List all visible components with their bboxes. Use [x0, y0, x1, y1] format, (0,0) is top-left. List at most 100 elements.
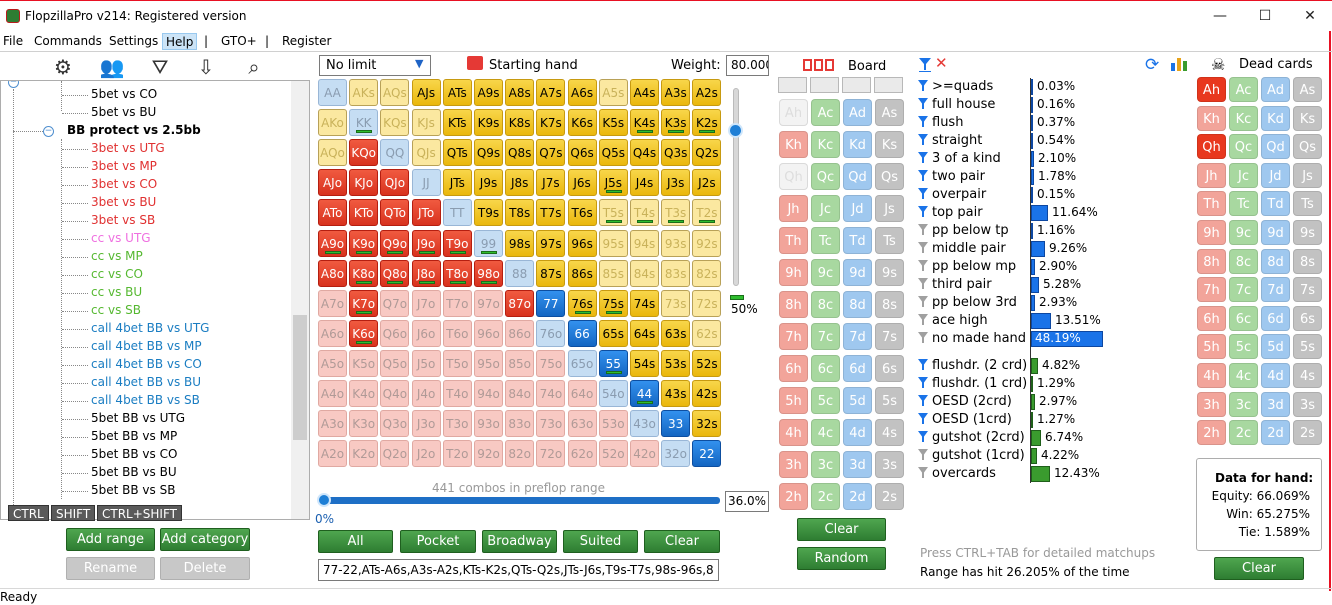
board-card[interactable]: 6s [875, 355, 904, 382]
range-pct-slider[interactable] [318, 497, 720, 504]
filter-icon[interactable] [918, 242, 928, 253]
dead-card[interactable]: 8d [1261, 248, 1290, 274]
hand-cell[interactable]: A4o [318, 380, 347, 407]
board-card[interactable]: Kc [811, 131, 840, 158]
board-card[interactable]: 4c [811, 419, 840, 446]
hand-cell[interactable]: KTo [349, 199, 379, 227]
dead-card[interactable]: Jh [1197, 162, 1226, 188]
filter-icon[interactable] [918, 467, 928, 478]
hand-cell[interactable]: A4s [630, 79, 659, 106]
hand-cell[interactable]: J9o [411, 229, 441, 257]
hand-cell[interactable]: 74o [536, 380, 566, 407]
hand-cell[interactable]: K6s [567, 109, 597, 137]
filter-icon[interactable] [918, 80, 928, 91]
board-card[interactable]: 5c [811, 387, 840, 414]
hand-cell[interactable]: K6o [349, 319, 379, 347]
hand-cell[interactable]: QTo [380, 199, 410, 227]
hand-cell[interactable]: 63o [567, 410, 597, 438]
tree-scrollbar[interactable] [291, 81, 309, 519]
tree-item[interactable]: cc vs SB [91, 303, 142, 317]
hand-cell[interactable]: 95s [598, 229, 628, 257]
hand-cell[interactable]: JJ [411, 169, 441, 197]
close-button[interactable]: ✕ [1304, 8, 1316, 24]
hand-cell[interactable]: J5s [598, 169, 628, 197]
board-card[interactable]: 2d [843, 483, 872, 510]
hand-cell[interactable]: K5s [598, 109, 628, 137]
dead-clear-button[interactable]: Clear [1214, 557, 1304, 580]
board-card[interactable]: 6d [843, 355, 872, 382]
board-card[interactable]: 3c [811, 451, 840, 478]
hand-cell[interactable]: JTs [442, 169, 472, 197]
hand-cell[interactable]: Q4s [630, 139, 659, 167]
dead-card[interactable]: 5h [1197, 334, 1226, 360]
hand-cell[interactable]: Q5s [598, 139, 628, 167]
dead-card[interactable]: 9c [1229, 220, 1258, 245]
dead-card[interactable]: Tc [1229, 191, 1258, 217]
hand-cell[interactable]: Q6s [567, 139, 597, 167]
hand-cell[interactable]: J5o [411, 349, 441, 377]
filter-icon[interactable] [918, 449, 928, 460]
all-button[interactable]: All [318, 530, 393, 553]
hand-cell[interactable]: 73o [536, 410, 566, 438]
dead-card[interactable]: Qh [1197, 134, 1226, 160]
board-card[interactable]: Th [779, 227, 808, 254]
filter-icon[interactable] [918, 314, 928, 325]
hand-cell[interactable]: AJs [411, 79, 441, 106]
hand-cell[interactable]: J9s [474, 169, 503, 197]
hand-cell[interactable]: K2s [692, 109, 722, 137]
hand-cell[interactable]: JTo [411, 199, 441, 227]
suited-button[interactable]: Suited [563, 530, 638, 553]
board-card[interactable]: 8d [843, 291, 872, 318]
range-text-input[interactable]: 77-22,ATs-A6s,A3s-A2s,KTs-K2s,QTs-Q2s,JT… [318, 559, 719, 581]
hand-cell[interactable]: J3o [411, 410, 441, 438]
stat-row[interactable]: flush [918, 114, 963, 131]
stat-row[interactable]: OESD (1crd) [918, 411, 1012, 428]
hand-cell[interactable]: TT [442, 199, 472, 227]
hand-cell[interactable]: 43s [661, 380, 691, 407]
tree-item[interactable]: 5bet vs BU [91, 105, 157, 119]
stat-row[interactable]: two pair [918, 168, 985, 185]
board-card[interactable]: 7h [779, 323, 808, 350]
hand-cell[interactable]: AQo [318, 139, 347, 167]
hand-cell[interactable]: 96s [567, 229, 597, 257]
board-card[interactable]: 3d [843, 451, 872, 478]
hand-cell[interactable]: 65s [598, 319, 628, 347]
hand-cell[interactable]: 55 [598, 349, 628, 377]
stat-row[interactable]: pp below 3rd [918, 294, 1017, 311]
board-card[interactable]: 7s [875, 323, 904, 350]
bar-chart-icon[interactable] [1170, 56, 1188, 71]
hand-cell[interactable]: J3s [661, 169, 691, 197]
dead-card[interactable]: As [1293, 77, 1322, 102]
hand-cell[interactable]: 85s [598, 259, 628, 287]
hand-cell[interactable]: K9o [349, 229, 379, 257]
dead-card[interactable]: Kc [1229, 105, 1258, 131]
board-card[interactable]: 5d [843, 387, 872, 414]
dead-card[interactable]: Ac [1229, 77, 1258, 102]
hand-cell[interactable]: 77 [536, 289, 566, 317]
stat-row[interactable]: third pair [918, 276, 992, 293]
board-card[interactable]: Jd [843, 195, 872, 222]
hand-cell[interactable]: Q3s [661, 139, 691, 167]
board-card[interactable]: 5h [779, 387, 808, 414]
hand-cell[interactable]: 94o [474, 380, 503, 407]
hand-cell[interactable]: T4o [442, 380, 472, 407]
hand-cell[interactable]: 88 [505, 259, 535, 287]
stat-row[interactable]: ace high [918, 312, 988, 329]
dropdown-arrow-icon[interactable]: ▼ [415, 57, 424, 70]
tree-item[interactable]: call 4bet BB vs MP [91, 339, 202, 353]
stat-row[interactable]: overpair [918, 186, 986, 203]
board-card[interactable]: 8c [811, 291, 840, 318]
menu-settings[interactable]: Settings [109, 34, 159, 48]
hand-cell[interactable]: 83o [505, 410, 535, 438]
tree-item[interactable]: cc vs MP [91, 249, 143, 263]
hand-cell[interactable]: Q9o [380, 229, 410, 257]
import-icon[interactable]: ⇩ [197, 55, 215, 79]
filter-icon[interactable] [918, 395, 928, 406]
hand-cell[interactable]: 76s [567, 289, 597, 317]
hand-cell[interactable]: 82s [692, 259, 722, 287]
board-card[interactable]: Js [875, 195, 904, 222]
filter-icon[interactable] [918, 296, 928, 307]
dead-card[interactable]: 6h [1197, 305, 1226, 331]
hand-cell[interactable]: T3s [661, 199, 691, 227]
filter-icon[interactable] [918, 134, 928, 145]
